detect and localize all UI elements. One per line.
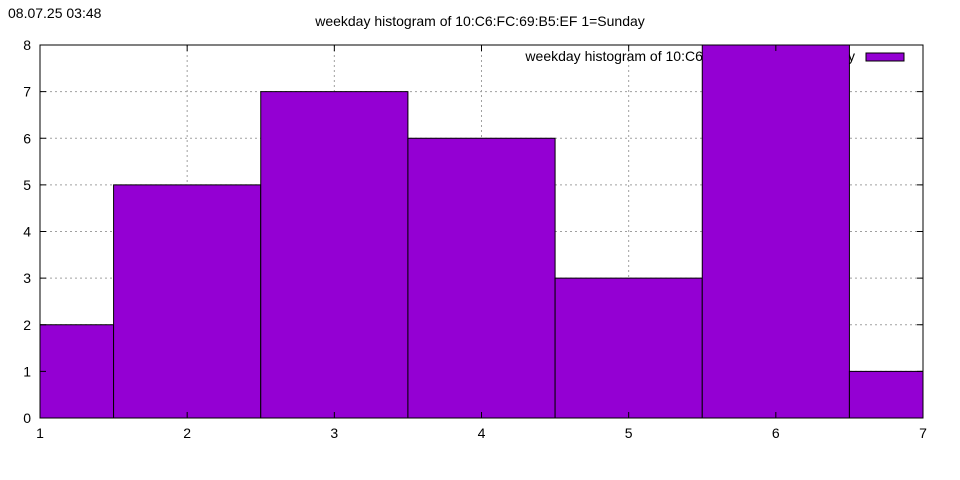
timestamp-label: 08.07.25 03:48 xyxy=(8,5,102,21)
y-tick-label: 7 xyxy=(23,84,31,100)
legend-swatch xyxy=(865,52,905,62)
histogram-bar-4 xyxy=(407,137,556,419)
x-tick-label: 6 xyxy=(772,425,780,441)
y-tick-label: 0 xyxy=(23,410,31,426)
y-tick-label: 2 xyxy=(23,317,31,333)
x-tick-label: 4 xyxy=(478,425,486,441)
histogram-bars xyxy=(39,44,924,419)
histogram-bar-3 xyxy=(260,91,409,419)
x-tick-label: 2 xyxy=(183,425,191,441)
histogram-bar-5 xyxy=(554,277,703,419)
histogram-bar-6 xyxy=(701,44,850,419)
y-tick-label: 6 xyxy=(23,130,31,146)
histogram-bar-7 xyxy=(848,370,924,419)
x-tick-label: 5 xyxy=(625,425,633,441)
y-tick-label: 8 xyxy=(23,37,31,53)
y-tick-label: 4 xyxy=(23,224,31,240)
y-tick-label: 5 xyxy=(23,177,31,193)
y-tick-label: 1 xyxy=(23,363,31,379)
chart-title: weekday histogram of 10:C6:FC:69:B5:EF 1… xyxy=(314,13,645,29)
histogram-bar-1 xyxy=(39,324,115,419)
x-tick-label: 3 xyxy=(330,425,338,441)
chart-axes xyxy=(39,44,924,419)
x-tick-label: 1 xyxy=(36,425,44,441)
x-tick-label: 7 xyxy=(919,425,927,441)
y-tick-label: 3 xyxy=(23,270,31,286)
histogram-bar-2 xyxy=(113,184,262,419)
